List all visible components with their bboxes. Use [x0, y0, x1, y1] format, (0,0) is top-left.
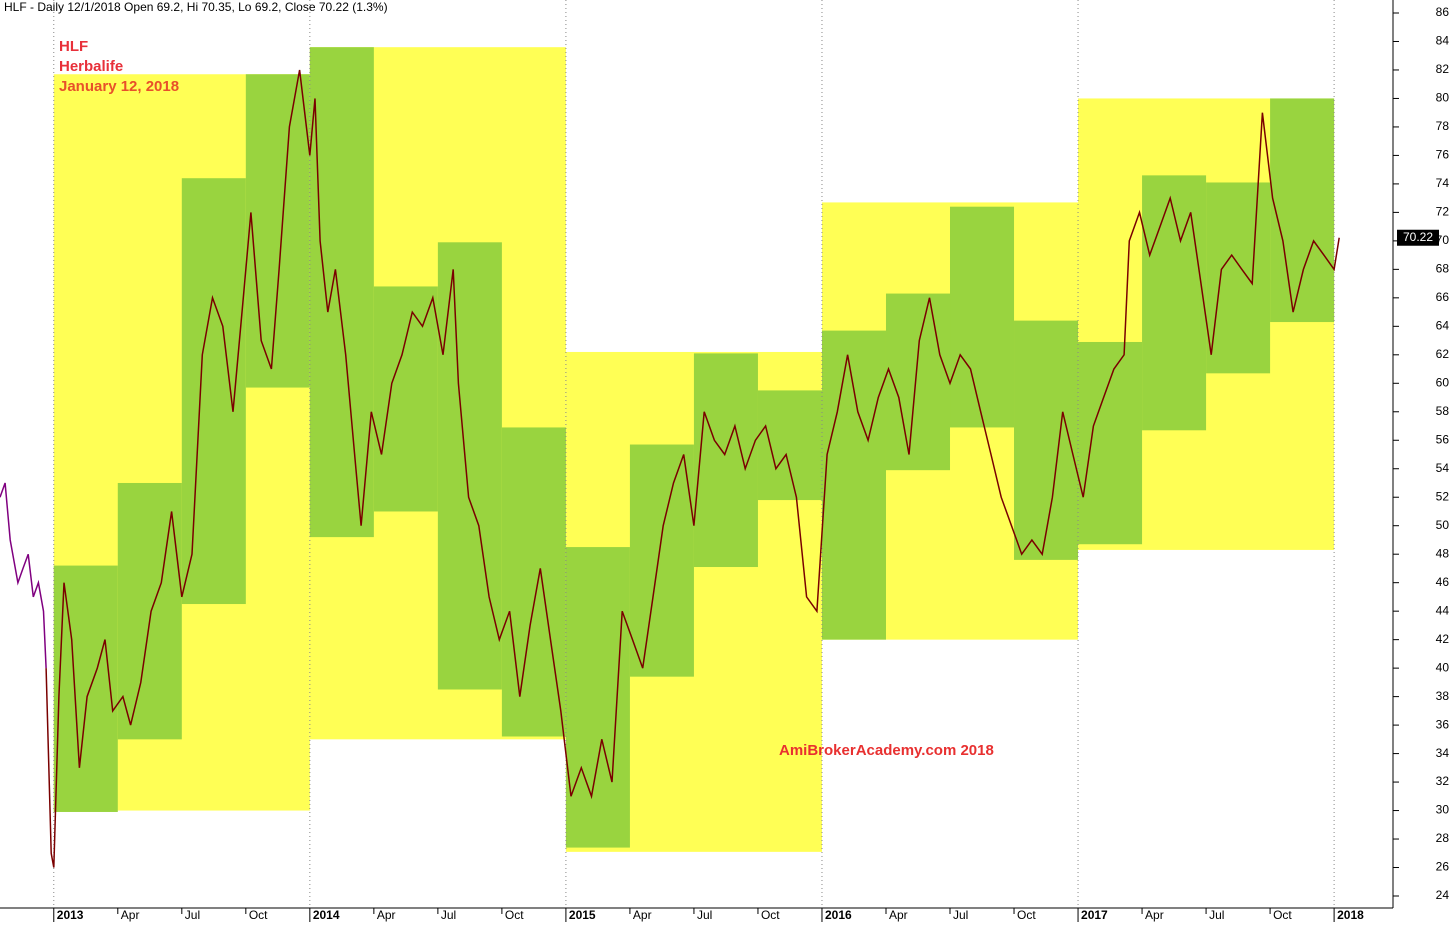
x-tick-label: 2015	[569, 908, 596, 922]
y-tick-label: 84	[1436, 34, 1450, 48]
y-tick-label: 72	[1436, 205, 1450, 219]
y-tick-label: 78	[1436, 119, 1450, 133]
x-tick-label: Apr	[377, 908, 396, 922]
quarterly-range	[181, 178, 246, 605]
x-tick-label: 2017	[1081, 908, 1108, 922]
quarterly-range	[309, 47, 374, 538]
x-tick-label: Jul	[1209, 908, 1224, 922]
y-tick-label: 70	[1436, 233, 1450, 247]
y-tick-label: 60	[1436, 375, 1450, 389]
x-tick-label: Jul	[185, 908, 200, 922]
x-tick-label: Jul	[441, 908, 456, 922]
y-tick-label: 62	[1436, 347, 1450, 361]
quarterly-range	[245, 74, 310, 388]
y-tick-label: 30	[1436, 803, 1450, 817]
x-tick-label: 2018	[1337, 908, 1364, 922]
quarterly-range	[885, 293, 951, 471]
x-tick-label: Apr	[121, 908, 140, 922]
y-tick-label: 80	[1436, 91, 1450, 105]
y-tick-label: 68	[1436, 262, 1450, 276]
y-tick-label: 66	[1436, 290, 1450, 304]
y-tick-label: 52	[1436, 489, 1450, 503]
x-tick-label: Apr	[1145, 908, 1164, 922]
annotation: AmiBrokerAcademy.com 2018	[779, 742, 994, 759]
y-tick-label: 74	[1436, 176, 1450, 190]
quarterly-range	[117, 482, 182, 740]
x-tick-label: Oct	[249, 908, 268, 922]
y-tick-label: 36	[1436, 717, 1450, 731]
y-tick-label: 54	[1436, 461, 1450, 475]
y-tick-label: 28	[1436, 831, 1450, 845]
quarterly-range	[629, 444, 694, 677]
x-tick-label: Apr	[889, 908, 908, 922]
y-tick-label: 86	[1436, 5, 1450, 19]
quarterly-range	[950, 206, 1015, 428]
y-tick-label: 58	[1436, 404, 1450, 418]
y-tick-label: 64	[1436, 318, 1450, 332]
last-value-label: 70.22	[1403, 230, 1433, 244]
x-tick-label: Oct	[1273, 908, 1292, 922]
chart-title: HLF - Daily 12/1/2018 Open 69.2, Hi 70.3…	[4, 0, 388, 14]
y-tick-label: 50	[1436, 518, 1450, 532]
last-value-box	[1397, 229, 1439, 246]
y-tick-label: 76	[1436, 148, 1450, 162]
quarterly-range	[1078, 341, 1143, 545]
x-tick-label: Apr	[633, 908, 652, 922]
x-tick-label: 2013	[57, 908, 84, 922]
y-tick-label: 32	[1436, 774, 1450, 788]
y-tick-label: 24	[1436, 888, 1450, 902]
quarterly-range	[821, 330, 886, 640]
y-tick-label: 42	[1436, 632, 1450, 646]
quarterly-range	[693, 353, 758, 568]
annotation: January 12, 2018	[59, 78, 179, 95]
x-tick-label: Oct	[761, 908, 780, 922]
quarterly-range	[437, 242, 502, 690]
y-tick-label: 38	[1436, 689, 1450, 703]
annotation: Herbalife	[59, 58, 123, 75]
quarterly-range	[1142, 175, 1207, 431]
quarterly-range	[1014, 320, 1079, 560]
y-tick-label: 44	[1436, 603, 1450, 617]
x-tick-label: Jul	[953, 908, 968, 922]
quarterly-range	[53, 565, 118, 812]
y-tick-label: 46	[1436, 575, 1450, 589]
quarterly-range	[373, 286, 438, 512]
y-tick-label: 40	[1436, 660, 1450, 674]
x-tick-label: 2016	[825, 908, 852, 922]
annotation: HLF	[59, 38, 88, 55]
y-tick-label: 82	[1436, 62, 1450, 76]
quarterly-range	[1270, 98, 1335, 323]
price-line	[45, 69, 1340, 868]
y-tick-label: 56	[1436, 432, 1450, 446]
y-tick-label: 48	[1436, 546, 1450, 560]
x-tick-label: 2014	[313, 908, 340, 922]
x-tick-label: Oct	[1017, 908, 1036, 922]
quarterly-range	[501, 427, 566, 737]
y-tick-label: 26	[1436, 860, 1450, 874]
quarterly-range	[757, 390, 822, 501]
price-line	[0, 482, 47, 669]
y-tick-label: 34	[1436, 746, 1450, 760]
x-tick-label: Oct	[505, 908, 524, 922]
quarterly-range	[565, 547, 630, 848]
x-tick-label: Jul	[697, 908, 712, 922]
quarterly-range	[1206, 182, 1271, 374]
plot-area	[0, 0, 1340, 908]
